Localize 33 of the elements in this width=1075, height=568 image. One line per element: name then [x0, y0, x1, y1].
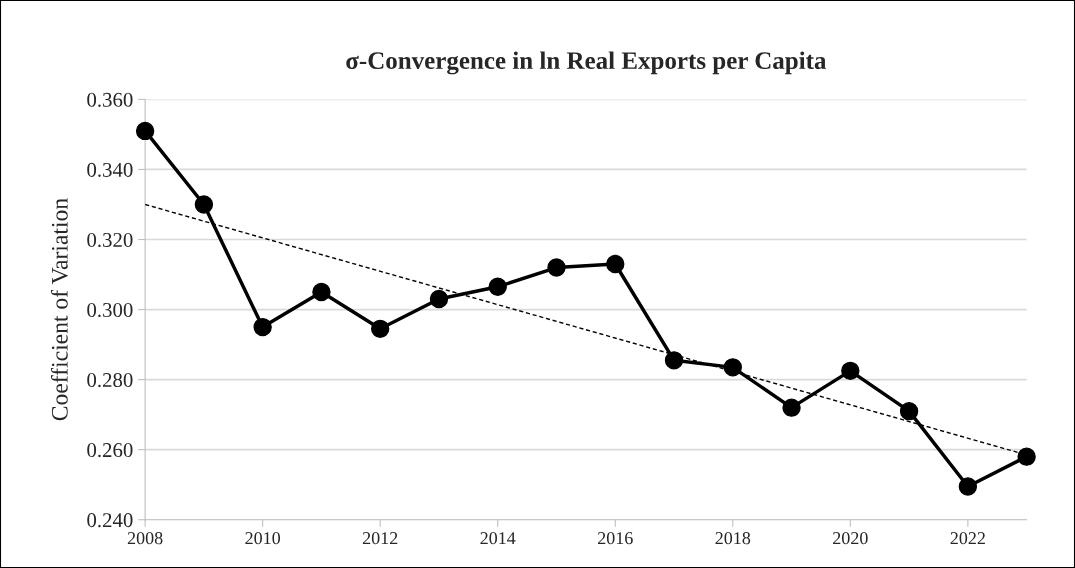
point [723, 358, 742, 377]
x-tick-label: 2012 [362, 532, 398, 545]
x-tick-label: 2020 [833, 532, 868, 545]
point [135, 121, 155, 141]
point [429, 289, 449, 309]
x-tick-label: 2022 [950, 532, 985, 545]
y-axis-title: Coefficient of Variation [50, 198, 68, 421]
x-tick-label: 2018 [715, 532, 751, 545]
point [958, 477, 978, 496]
y-tick-label: 0.300 [87, 302, 133, 318]
point [312, 282, 331, 302]
point [899, 401, 919, 421]
y-tick-label: 0.320 [87, 232, 133, 248]
x-tick-label: 2014 [480, 532, 516, 545]
y-tick-label: 0.280 [87, 372, 133, 388]
y-tick-label: 0.240 [87, 513, 133, 528]
point [547, 258, 566, 277]
y-tick-label: 0.360 [87, 92, 133, 107]
point [194, 195, 214, 214]
point [253, 317, 272, 337]
point [664, 351, 684, 370]
chart-title: σ-Convergence in ln Real Exports per Capita [346, 51, 827, 75]
point [841, 361, 860, 381]
x-tick-label: 2016 [598, 532, 633, 545]
point [488, 277, 507, 296]
point [782, 398, 801, 417]
x-tick-label: 2008 [127, 532, 163, 545]
point [1017, 447, 1036, 466]
point [606, 254, 625, 274]
point [371, 319, 390, 339]
y-tick-label: 0.260 [87, 443, 133, 458]
x-tick-label: 2010 [245, 532, 281, 545]
y-tick-label: 0.340 [87, 162, 133, 177]
